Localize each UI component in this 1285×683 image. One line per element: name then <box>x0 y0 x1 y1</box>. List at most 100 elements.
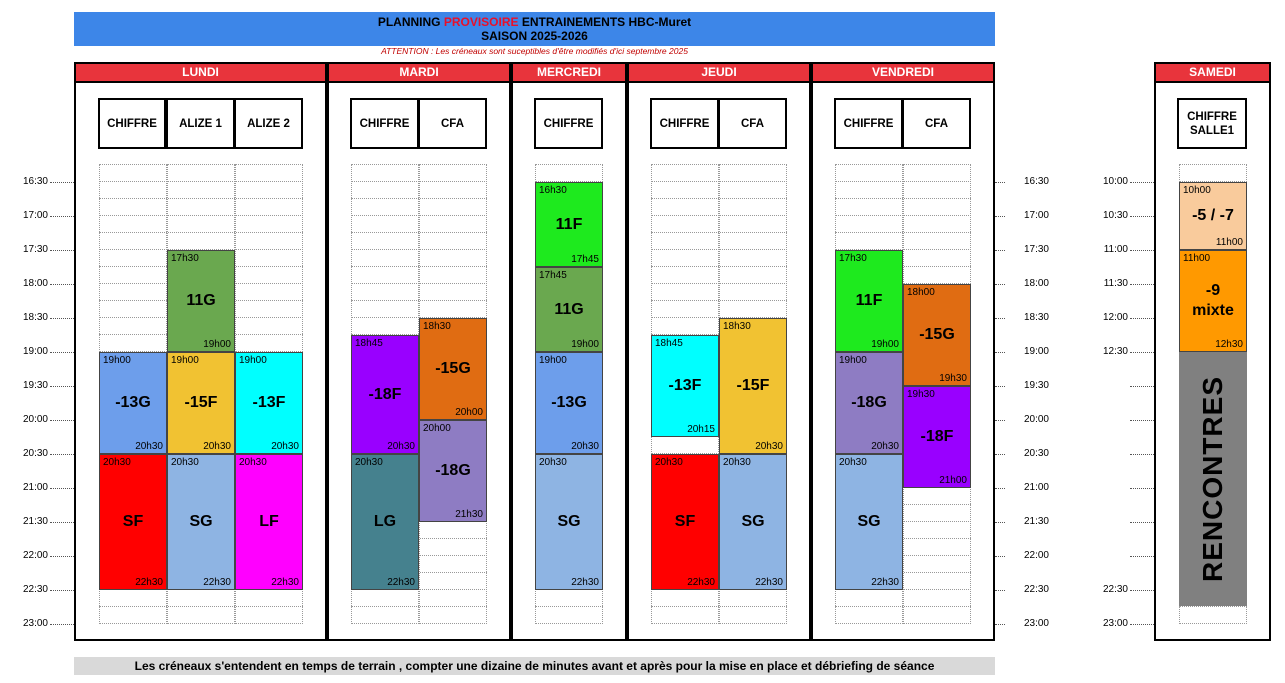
session-start: 19h00 <box>103 355 131 366</box>
rencontres-block[interactable]: RENCONTRES <box>1179 352 1247 606</box>
day-frame <box>811 81 995 641</box>
session-start: 16h30 <box>539 185 567 196</box>
session-team: -13F <box>668 377 702 394</box>
day-header-jeudi: JEUDI <box>627 62 811 82</box>
time-tick <box>995 454 1005 455</box>
session-end: 19h00 <box>571 339 599 350</box>
session-block[interactable]: 20h30 SF 22h30 <box>99 454 167 590</box>
time-tick <box>50 284 74 285</box>
session-block[interactable]: 18h45 -13F 20h15 <box>651 335 719 437</box>
session-block[interactable]: 19h00 -15F 20h30 <box>167 352 235 454</box>
session-block[interactable]: 19h00 -13G 20h30 <box>535 352 603 454</box>
time-label: 19:00 <box>22 346 48 357</box>
session-start: 17h45 <box>539 270 567 281</box>
session-start: 10h00 <box>1183 185 1211 196</box>
time-tick <box>50 250 74 251</box>
session-team: -13G <box>551 394 587 411</box>
grid-line <box>99 181 303 182</box>
grid-line <box>535 164 603 165</box>
session-block[interactable]: 20h30 SG 22h30 <box>835 454 903 590</box>
session-end: 19h00 <box>203 339 231 350</box>
grid-line <box>835 572 971 573</box>
session-start: 18h45 <box>655 338 683 349</box>
session-end: 11h00 <box>1215 237 1243 248</box>
session-start: 11h00 <box>1183 253 1211 264</box>
grid-line <box>835 623 971 624</box>
session-start: 17h30 <box>171 253 199 264</box>
session-block[interactable]: 17h30 11G 19h00 <box>167 250 235 352</box>
time-tick <box>50 216 74 217</box>
session-block[interactable]: 17h45 11G 19h00 <box>535 267 603 352</box>
time-label: 21:00 <box>1023 482 1049 493</box>
session-end: 20h30 <box>135 441 163 452</box>
time-label: 17:00 <box>1023 210 1049 221</box>
grid-line <box>835 283 971 284</box>
grid-line <box>835 504 971 505</box>
grid-line <box>351 249 487 250</box>
grid-line <box>99 164 303 165</box>
time-tick <box>50 318 74 319</box>
time-tick <box>50 556 74 557</box>
session-block[interactable]: 20h30 SG 22h30 <box>167 454 235 590</box>
session-block[interactable]: 19h30 -18F 21h00 <box>903 386 971 488</box>
session-block[interactable]: 20h30 SF 22h30 <box>651 454 719 590</box>
venue-label: CHIFFRE <box>534 98 603 149</box>
time-label: 19:00 <box>1023 346 1049 357</box>
time-tick <box>50 386 74 387</box>
session-team: SG <box>189 513 213 530</box>
session-block[interactable]: 10h00 -5 / -7 11h00 <box>1179 182 1247 250</box>
session-block[interactable]: 19h00 -18G 20h30 <box>835 352 903 454</box>
venue-label: CHIFFRE <box>650 98 719 149</box>
grid-line <box>651 300 787 301</box>
session-block[interactable]: 20h30 LF 22h30 <box>235 454 303 590</box>
time-label: 22:30 <box>1023 584 1049 595</box>
grid-line <box>651 181 787 182</box>
grid-line <box>835 266 971 267</box>
session-block[interactable]: 11h00 -9 mixte 12h30 <box>1179 250 1247 352</box>
session-end: 20h15 <box>687 424 715 435</box>
time-tick <box>995 386 1005 387</box>
day-header-lundi: LUNDI <box>74 62 327 82</box>
session-block[interactable]: 20h30 LG 22h30 <box>351 454 419 590</box>
session-block[interactable]: 17h30 11F 19h00 <box>835 250 903 352</box>
grid-line <box>835 215 971 216</box>
session-block[interactable]: 18h45 -18F 20h30 <box>351 335 419 454</box>
venue-label: CFA <box>418 98 487 149</box>
time-label: 21:30 <box>22 516 48 527</box>
day-header-samedi: SAMEDI <box>1154 62 1271 82</box>
session-block[interactable]: 20h00 -18G 21h30 <box>419 420 487 522</box>
grid-line <box>535 181 603 182</box>
time-label: 18:30 <box>1023 312 1049 323</box>
time-tick <box>1130 522 1154 523</box>
time-label: 17:30 <box>1023 244 1049 255</box>
session-team: -15G <box>435 360 471 377</box>
time-tick <box>50 182 74 183</box>
session-block[interactable]: 18h30 -15F 20h30 <box>719 318 787 454</box>
session-block[interactable]: 20h30 SG 22h30 <box>535 454 603 590</box>
time-label: 19:30 <box>22 380 48 391</box>
session-block[interactable]: 18h30 -15G 20h00 <box>419 318 487 420</box>
grid-line <box>99 249 303 250</box>
session-block[interactable]: 18h00 -15G 19h30 <box>903 284 971 386</box>
session-team: -13F <box>252 394 286 411</box>
grid-line <box>351 623 487 624</box>
time-label: 22:30 <box>22 584 48 595</box>
time-tick <box>1130 216 1154 217</box>
session-start: 19h00 <box>839 355 867 366</box>
session-block[interactable]: 16h30 11F 17h45 <box>535 182 603 267</box>
time-tick <box>1130 386 1154 387</box>
session-end: 19h30 <box>939 373 967 384</box>
time-tick <box>1130 454 1154 455</box>
session-block[interactable]: 20h30 SG 22h30 <box>719 454 787 590</box>
time-label: 22:00 <box>22 550 48 561</box>
session-team: 11F <box>855 292 883 309</box>
time-tick <box>995 216 1005 217</box>
session-team: SF <box>674 513 696 530</box>
session-team: SG <box>557 513 581 530</box>
session-team: -9 mixte <box>1192 282 1234 319</box>
grid-line <box>835 538 971 539</box>
session-block[interactable]: 19h00 -13G 20h30 <box>99 352 167 454</box>
session-end: 12h30 <box>1215 339 1243 350</box>
session-block[interactable]: 19h00 -13F 20h30 <box>235 352 303 454</box>
session-end: 21h30 <box>455 509 483 520</box>
